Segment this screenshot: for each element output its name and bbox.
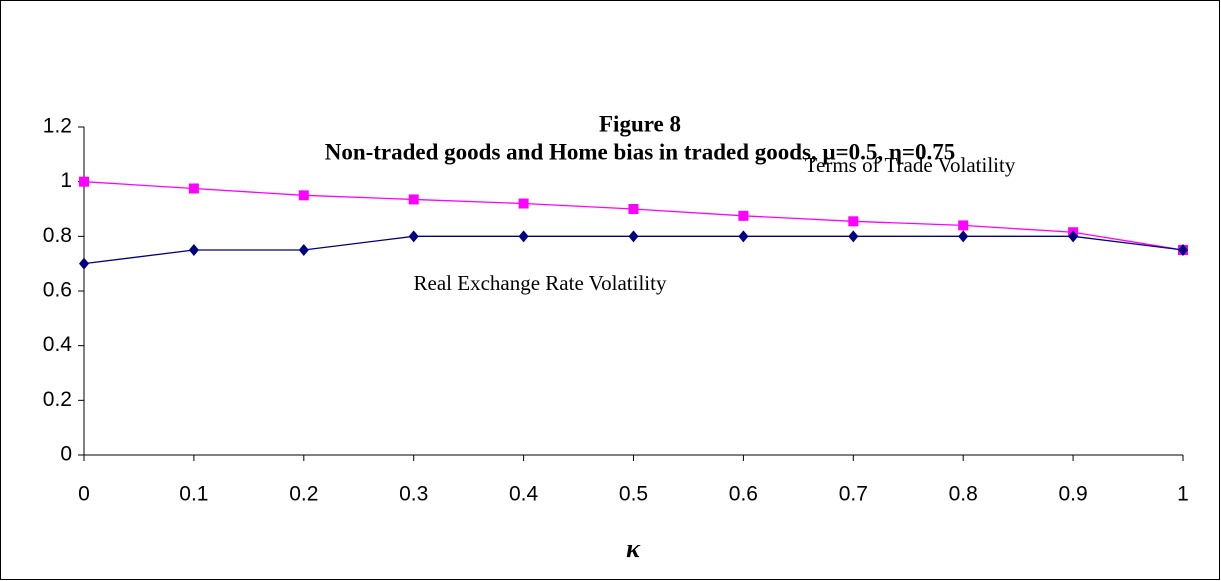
x-tick-label: 0: [78, 483, 90, 506]
chart-title: Figure 8: [599, 111, 681, 136]
marker: [1178, 244, 1188, 256]
x-tick-label: 0.6: [729, 483, 758, 506]
marker: [298, 244, 309, 256]
series-label: Real Exchange Rate Volatility: [414, 271, 667, 295]
marker: [738, 210, 749, 221]
marker: [628, 204, 639, 214]
x-tick-label: 0.3: [399, 483, 428, 506]
marker: [188, 183, 199, 194]
y-tick-label: 0.6: [43, 279, 72, 302]
x-tick-label: 0.2: [289, 483, 318, 506]
y-tick-label: 1.2: [43, 115, 72, 138]
marker: [738, 230, 749, 243]
y-tick-label: 0.2: [43, 388, 72, 411]
x-tick-label: 0.5: [619, 483, 648, 506]
marker: [628, 230, 639, 243]
x-tick-label: 0.9: [1058, 483, 1087, 506]
marker: [408, 230, 419, 243]
series-label: Terms of Trade Volatility: [805, 153, 1016, 177]
chart-subtitle: Non-traded goods and Home bias in traded…: [325, 139, 956, 164]
marker: [958, 230, 969, 243]
marker: [958, 220, 969, 231]
y-tick-label: 0.8: [43, 224, 72, 247]
marker: [79, 257, 89, 270]
x-axis-label: κ: [626, 534, 641, 563]
marker: [848, 230, 859, 243]
x-tick-label: 0.1: [179, 483, 208, 506]
marker: [848, 216, 859, 227]
x-tick-label: 0.8: [949, 483, 978, 506]
y-tick-label: 0.4: [43, 333, 73, 356]
y-tick-label: 1: [60, 169, 72, 192]
marker: [188, 244, 199, 256]
x-tick-label: 1: [1177, 483, 1189, 506]
x-tick-label: 0.7: [839, 483, 868, 506]
y-tick-label: 0: [60, 443, 72, 466]
marker: [79, 176, 89, 187]
marker: [298, 190, 309, 201]
marker: [1068, 230, 1079, 243]
marker: [408, 194, 419, 205]
x-tick-label: 0.4: [509, 483, 539, 506]
marker: [518, 230, 529, 243]
marker: [518, 198, 529, 209]
